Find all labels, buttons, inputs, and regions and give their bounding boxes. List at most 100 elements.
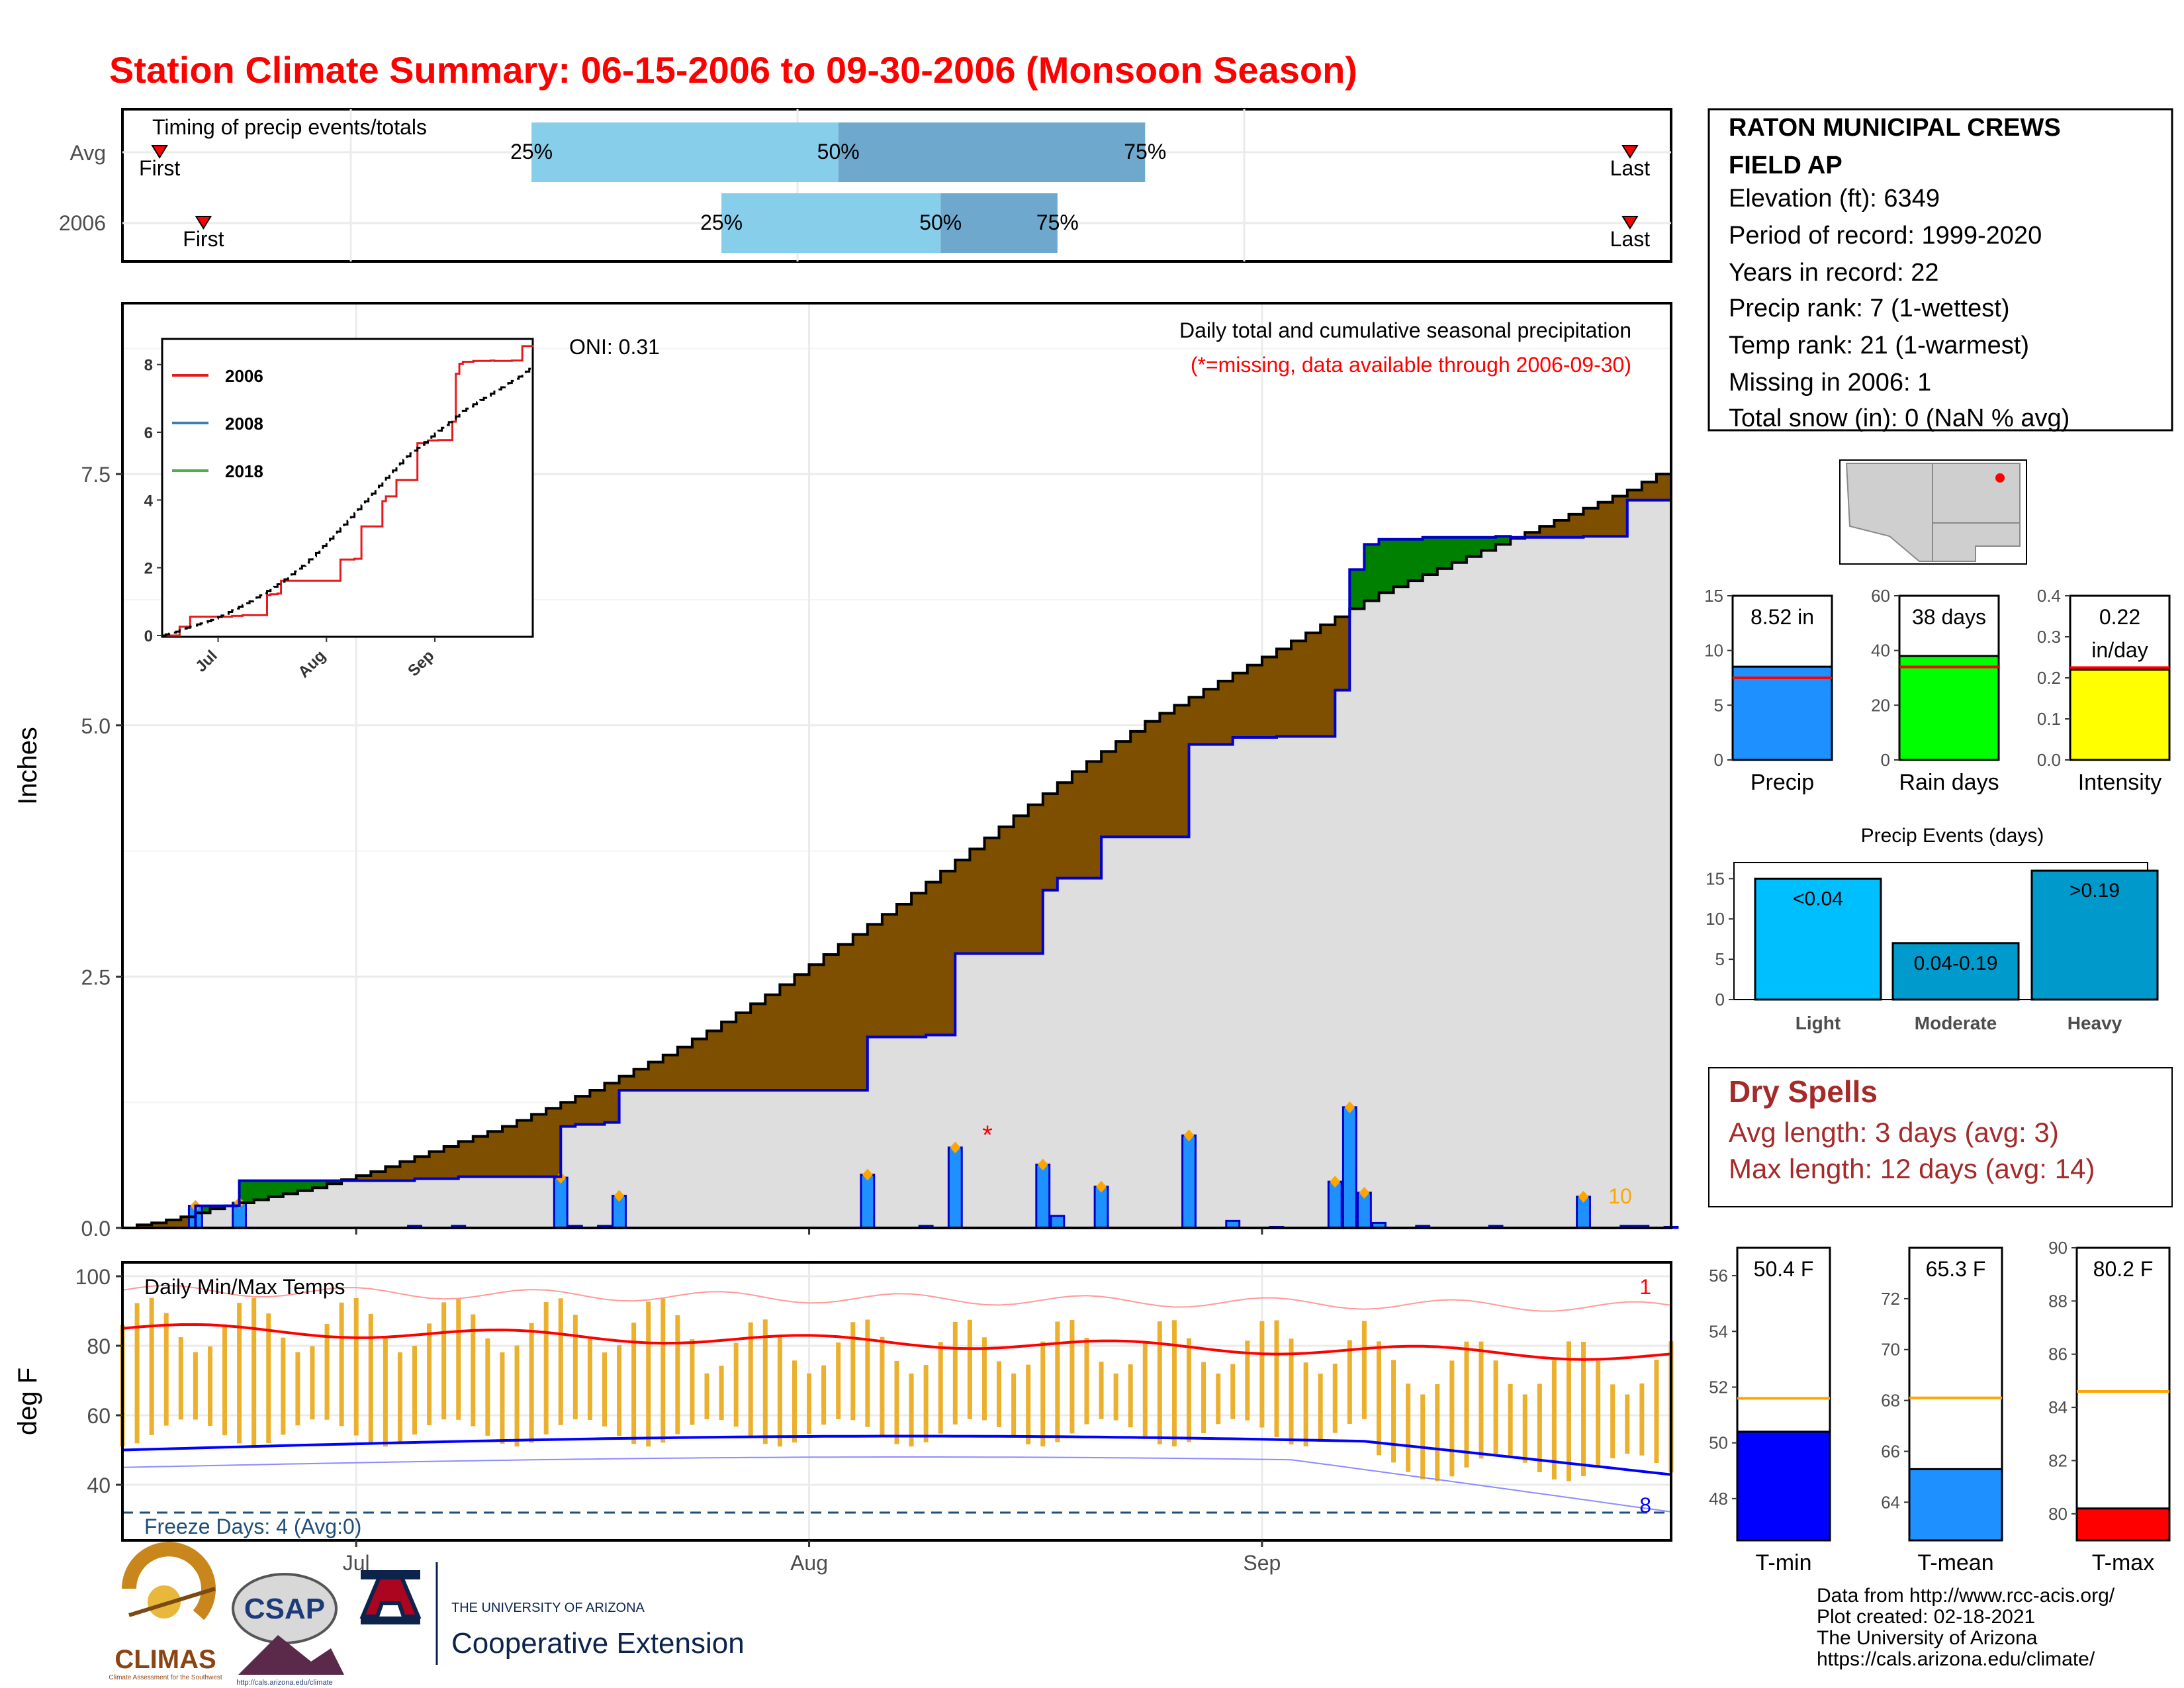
precip-summary-tick-label: 10	[1704, 641, 1723, 661]
station-location-dot	[1995, 473, 2005, 483]
ua-logo-bottom: Cooperative Extension	[451, 1627, 745, 1660]
above-normal-fill	[1481, 537, 1496, 551]
precip-summary-label: Precip	[1751, 770, 1814, 795]
raindays-summary-value: 38 days	[1912, 605, 1986, 629]
first-event-marker	[151, 145, 168, 159]
timing-row-2006-label: 2006	[59, 211, 106, 235]
daily-temp-range-bar	[163, 1313, 169, 1426]
daily-temp-range-bar	[865, 1319, 870, 1427]
below-normal-fill	[984, 837, 1000, 954]
ua-logo-top: THE UNIVERSITY OF ARIZONA	[451, 1601, 645, 1615]
daily-temp-range-bar	[704, 1373, 709, 1420]
above-normal-fill	[253, 1180, 269, 1200]
daily-temp-range-bar	[134, 1303, 140, 1444]
heavy-event-marker	[862, 1168, 873, 1181]
station-snow: Total snow (in): 0 (NaN % avg)	[1729, 404, 2070, 432]
daily-temp-range-bar	[1420, 1394, 1426, 1479]
temp-y-tick-label: 80	[87, 1335, 111, 1358]
above-normal-fill	[1451, 537, 1467, 563]
below-normal-fill	[1057, 782, 1073, 878]
above-normal-fill	[1393, 539, 1409, 587]
t-mean-tick-label: 70	[1881, 1340, 1900, 1360]
daily-temp-range-bar	[880, 1336, 885, 1436]
below-normal-fill	[1554, 520, 1569, 538]
credit-line4: https://cals.arizona.edu/climate/	[1817, 1648, 2095, 1670]
intensity-summary-bar	[2069, 669, 2171, 761]
daily-temp-range-bar	[660, 1298, 666, 1443]
daily-temp-range-bar	[748, 1322, 753, 1436]
daily-temp-range-bar	[690, 1339, 695, 1425]
temp-x-tick-label: Aug	[790, 1551, 828, 1575]
t-min-tick-label: 52	[1709, 1377, 1728, 1397]
below-normal-fill	[561, 1102, 576, 1127]
oni-value: ONI: 0.31	[569, 335, 660, 359]
inset-y-tick-label: 4	[144, 492, 154, 510]
daily-temp-range-bar	[500, 1352, 505, 1444]
below-normal-fill	[385, 1166, 400, 1181]
daily-temp-range-bar	[1011, 1373, 1017, 1437]
daily-temp-range-bar	[1318, 1373, 1323, 1442]
daily-temp-range-bar	[281, 1337, 286, 1435]
t-max-tick-label: 90	[2048, 1238, 2068, 1258]
t-max-bar	[2075, 1507, 2171, 1542]
inset-y-tick-label: 2	[144, 560, 153, 578]
daily-temp-range-bar	[762, 1319, 768, 1444]
below-normal-fill	[1247, 665, 1263, 737]
intensity-value-2: in/day	[2091, 638, 2148, 662]
credit-line3: The University of Arizona	[1817, 1627, 2038, 1649]
below-normal-fill	[152, 1223, 167, 1228]
below-normal-fill	[429, 1151, 445, 1179]
temp-x-tick-label: Sep	[1243, 1551, 1281, 1575]
daily-temp-range-bar	[485, 1338, 490, 1436]
daily-temp-range-bar	[1099, 1362, 1104, 1419]
daily-temp-range-bar	[836, 1342, 841, 1419]
daily-temp-range-bar	[923, 1365, 929, 1442]
daily-temp-range-bar	[1171, 1320, 1177, 1447]
missing-marker: *	[982, 1121, 993, 1150]
daily-temp-range-bar	[1069, 1320, 1075, 1434]
daily-temp-range-bar	[529, 1323, 534, 1443]
timing-row-avg-label: Avg	[69, 141, 106, 165]
below-normal-fill	[1583, 508, 1599, 537]
t-min-tick-label: 56	[1709, 1266, 1728, 1286]
station-temp-rank: Temp rank: 21 (1-warmest)	[1729, 332, 2029, 359]
inset-line-average	[162, 365, 534, 637]
daily-temp-range-bar	[1216, 1373, 1221, 1425]
timing-bar-50-75	[838, 122, 1146, 182]
below-normal-fill	[999, 827, 1015, 954]
daily-temp-range-bar	[631, 1322, 637, 1444]
below-normal-fill	[1086, 761, 1102, 878]
below-normal-fill	[1174, 705, 1190, 837]
daily-precip-bar	[1342, 1106, 1357, 1229]
daily-temp-range-bar	[456, 1298, 461, 1420]
daily-temp-range-bar	[617, 1345, 622, 1436]
daily-temp-range-bar	[383, 1338, 388, 1447]
precip-panel-subtitle: (*=missing, data available through 2006-…	[1191, 353, 1631, 377]
daily-precip-bar	[860, 1174, 876, 1229]
below-normal-fill	[809, 964, 825, 1090]
daily-temp-range-bar	[543, 1301, 549, 1434]
daily-temp-range-bar	[1026, 1364, 1031, 1444]
climas-logo: CLIMAS Climate Assessment for the Southw…	[109, 1542, 222, 1681]
credits: Data from http://www.rcc-acis.org/ Plot …	[1817, 1585, 2115, 1670]
below-normal-fill	[1101, 751, 1116, 837]
t-mean-bar	[1908, 1468, 2003, 1542]
above-normal-fill	[239, 1180, 255, 1203]
daily-temp-range-bar	[178, 1337, 183, 1420]
below-normal-fill	[1130, 731, 1146, 837]
station-period: Period of record: 1999-2020	[1729, 222, 2042, 250]
climas-logo-subtitle: Climate Assessment for the Southwest	[109, 1674, 222, 1681]
timing-25-label: 25%	[700, 211, 743, 234]
daily-temp-range-bar	[1449, 1360, 1455, 1477]
daily-temp-range-bar	[207, 1346, 212, 1426]
daily-temp-range-bar	[266, 1313, 271, 1444]
daily-precip-bar	[947, 1147, 963, 1229]
events-bar-heavy	[2030, 869, 2159, 1001]
t-min-label: T-min	[1756, 1550, 1812, 1575]
t-mean-tick-label: 68	[1881, 1391, 1900, 1411]
precip-panel-title: Daily total and cumulative seasonal prec…	[1179, 318, 1631, 342]
below-normal-fill	[531, 1114, 547, 1177]
raindays-summary-label: Rain days	[1899, 770, 1999, 795]
below-normal-fill	[371, 1171, 386, 1181]
last-event-label: Last	[1610, 156, 1651, 180]
